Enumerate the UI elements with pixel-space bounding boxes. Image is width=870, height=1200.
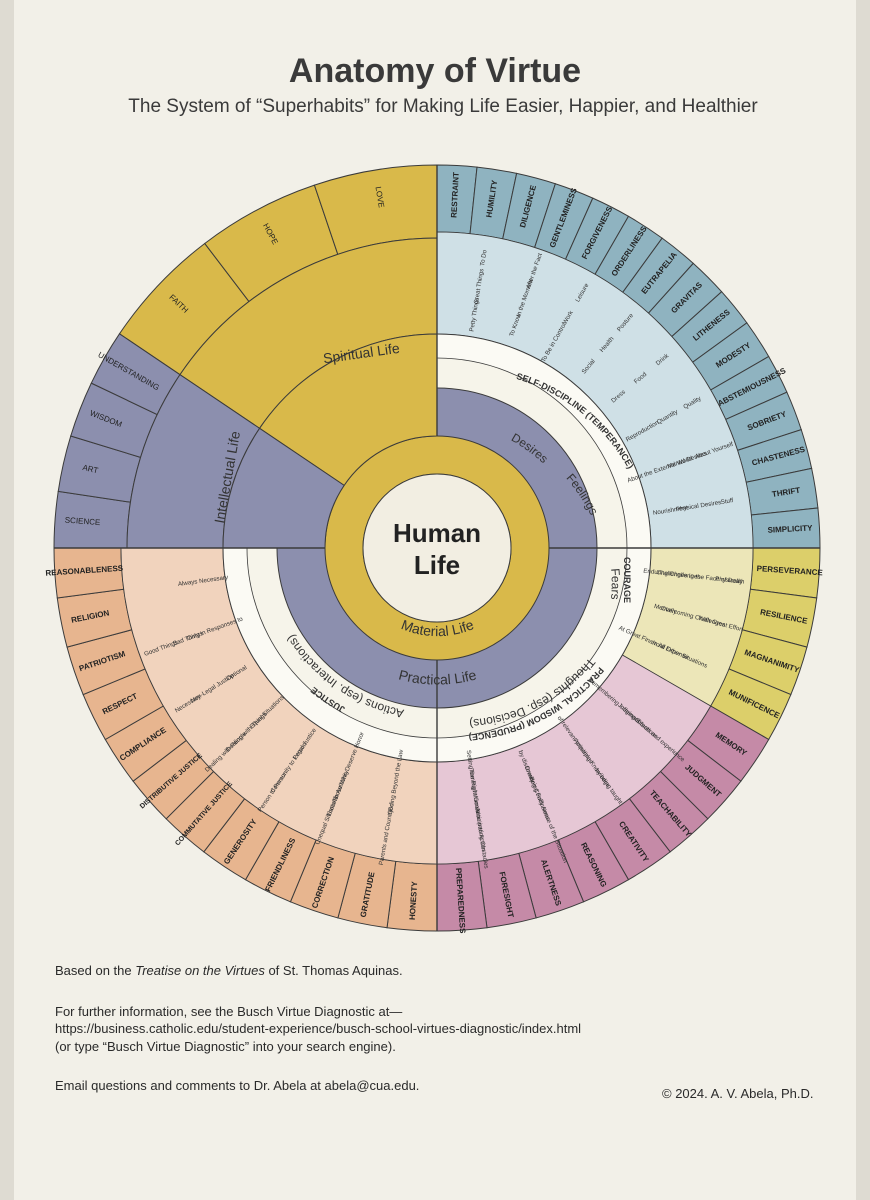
sub-category-bands	[120, 231, 754, 865]
group-label: God	[387, 802, 396, 815]
human-life-center-top	[362, 473, 512, 623]
virtue-label-restraint: RESTRAINT	[449, 172, 460, 218]
footer-source: Based on the Treatise on the Virtues of …	[55, 962, 403, 979]
virtue-label-perseverance: PERSEVERANCE	[756, 564, 823, 577]
footer-email: Email questions and comments to Dr. Abel…	[55, 1078, 420, 1093]
virtue-label-art: ART	[82, 463, 100, 475]
page-title: Anatomy of Virtue	[288, 52, 582, 90]
footer-search-hint: (or type “Busch Virtue Diagnostic” into …	[55, 1039, 396, 1054]
virtue-label-thrift: THRIFT	[771, 486, 801, 499]
virtue-label-science: SCIENCE	[64, 515, 100, 527]
virtue-label-love: LOVE	[374, 186, 386, 209]
group-label: Stuff	[720, 497, 734, 506]
outer-virtue-ring	[53, 164, 821, 932]
virtue-label-preparedness: PREPAREDNESS	[454, 868, 467, 935]
intellectual-core-overlay	[222, 427, 345, 549]
core-rings	[54, 165, 820, 931]
copyright: © 2024. A. V. Abela, Ph.D.	[662, 1086, 814, 1101]
footer-info: For further information, see the Busch V…	[55, 1004, 403, 1019]
footer-source-post: of St. Thomas Aquinas.	[264, 963, 403, 978]
human-life-line2: Life	[414, 550, 460, 580]
group-label: To Do	[479, 249, 489, 267]
spiritual-core-overlay	[258, 333, 438, 487]
page-subtitle: The System of “Superhabits” for Making L…	[128, 96, 758, 117]
footer-source-title: Treatise on the Virtues	[135, 963, 265, 978]
group-label: Physically	[715, 576, 744, 586]
footer-url[interactable]: https://business.catholic.edu/student-ex…	[55, 1021, 582, 1036]
footer-source-pre: Based on the	[55, 963, 136, 978]
courage-label: COURAGE	[622, 557, 632, 603]
virtue-label-honesty: HONESTY	[408, 880, 420, 920]
practical-life-label: Practical Life	[397, 666, 478, 687]
material-life-label: Material Life	[399, 616, 476, 639]
fears-label: Fears	[608, 568, 623, 600]
human-life-line1: Human	[393, 518, 481, 548]
virtue-label-simplicity: SIMPLICITY	[767, 523, 813, 534]
